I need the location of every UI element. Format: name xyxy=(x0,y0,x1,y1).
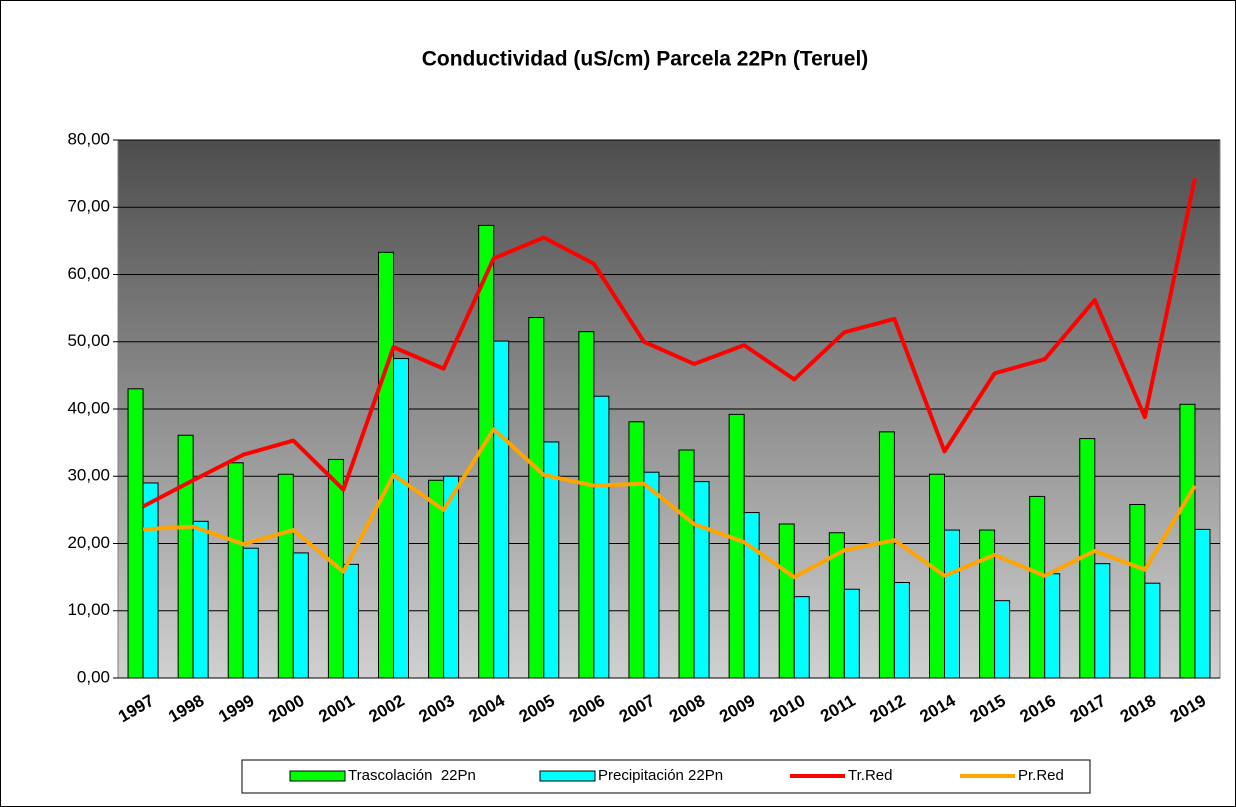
y-tick-label: 40,00 xyxy=(67,398,110,417)
line xyxy=(142,427,1197,580)
bar xyxy=(227,462,244,679)
y-tick-label: 70,00 xyxy=(67,197,110,216)
bar xyxy=(1194,528,1211,679)
bar xyxy=(893,582,910,679)
bar xyxy=(678,449,695,679)
bar xyxy=(1094,563,1111,679)
bar xyxy=(342,563,359,679)
bar xyxy=(1129,503,1146,679)
bar xyxy=(643,471,660,679)
y-tick-label: 0,00 xyxy=(77,667,110,686)
legend-label: Precipitación 22Pn xyxy=(598,767,723,784)
bar xyxy=(277,473,294,679)
y-tick-label: 60,00 xyxy=(67,264,110,283)
bar xyxy=(994,600,1011,679)
bar xyxy=(1144,582,1161,679)
bar xyxy=(728,413,745,679)
bar xyxy=(1029,495,1046,679)
y-tick-label: 80,00 xyxy=(67,129,110,148)
bar xyxy=(378,251,394,679)
legend-label: Tr.Red xyxy=(848,767,892,784)
bar xyxy=(393,358,409,679)
bar xyxy=(979,529,996,679)
chart-title: Conductividad (uS/cm) Parcela 22Pn (Teru… xyxy=(422,48,869,71)
bar xyxy=(793,596,810,679)
legend-label: Pr.Red xyxy=(1018,767,1064,784)
y-tick-label: 30,00 xyxy=(67,466,110,485)
y-tick-label: 10,00 xyxy=(67,600,110,619)
bar xyxy=(1044,573,1061,679)
bar xyxy=(142,482,159,679)
y-tick-label: 20,00 xyxy=(67,533,110,552)
bar xyxy=(1179,403,1196,679)
bar xyxy=(843,588,860,679)
bar xyxy=(192,520,209,679)
bar xyxy=(578,331,595,679)
legend-label: Trascolación 22Pn xyxy=(348,767,476,784)
y-tick-label: 50,00 xyxy=(67,331,110,350)
legend-swatch xyxy=(539,770,596,782)
legend-swatch xyxy=(289,770,346,782)
bar xyxy=(944,529,960,679)
bar xyxy=(177,434,194,679)
line xyxy=(142,177,1197,509)
bar xyxy=(878,431,895,679)
bar xyxy=(778,523,795,679)
bar xyxy=(693,481,710,679)
bar xyxy=(242,547,259,679)
bar xyxy=(593,395,610,679)
bar xyxy=(743,512,760,679)
bar xyxy=(528,317,545,679)
bar xyxy=(127,388,144,679)
legend xyxy=(241,759,1091,794)
bar xyxy=(493,340,510,679)
bar xyxy=(292,552,309,679)
bar xyxy=(628,421,645,679)
